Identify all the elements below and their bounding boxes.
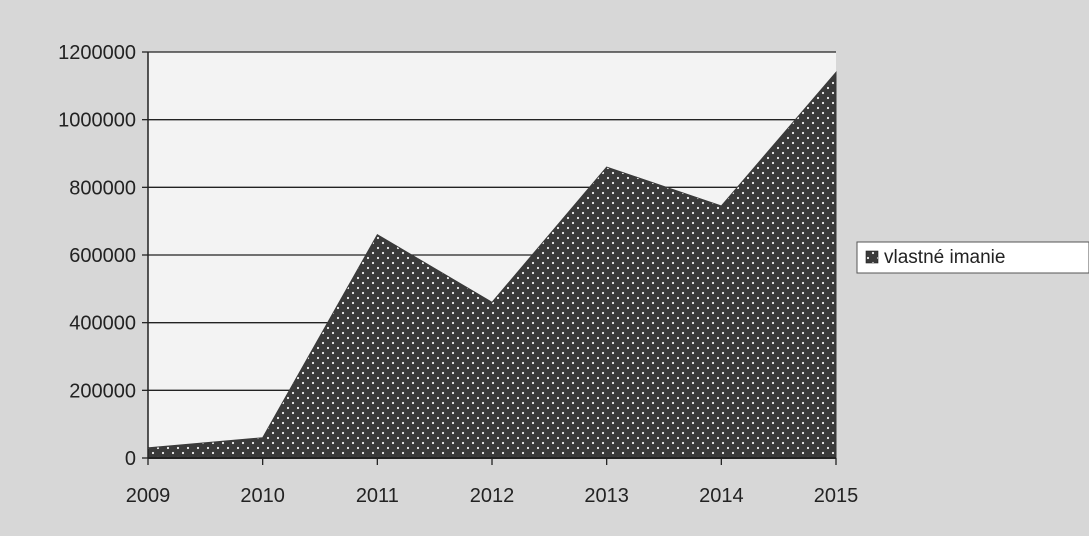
legend-label: vlastné imanie — [884, 247, 1005, 268]
x-tick-labels: 2009 2010 2011 2012 2013 2014 2015 — [126, 485, 859, 507]
x-tick-label: 2013 — [584, 485, 629, 507]
y-tick-labels: 0 200000 400000 600000 800000 1000000 1200000 — [58, 42, 136, 470]
legend: vlastné imanie — [856, 241, 1089, 274]
y-tick-label: 1000000 — [58, 110, 136, 132]
x-tick-label: 2015 — [814, 485, 859, 507]
x-tick-label: 2011 — [356, 485, 399, 507]
x-tick-label: 2012 — [470, 485, 515, 507]
x-tick-label: 2010 — [240, 485, 285, 507]
legend-box — [856, 241, 1089, 274]
area-series-0 — [147, 70, 837, 459]
x-tick-label: 2009 — [126, 485, 171, 507]
y-tick-label: 400000 — [69, 313, 136, 335]
legend-swatch — [865, 250, 879, 264]
y-tick-label: 0 — [125, 448, 136, 470]
y-tick-label: 600000 — [69, 245, 136, 267]
area-series — [147, 70, 837, 459]
y-tick-label: 1200000 — [58, 42, 136, 64]
y-tick-label: 200000 — [69, 380, 136, 402]
y-tick-label: 800000 — [69, 177, 136, 199]
axes — [142, 51, 837, 465]
x-tick-label: 2014 — [699, 485, 744, 507]
